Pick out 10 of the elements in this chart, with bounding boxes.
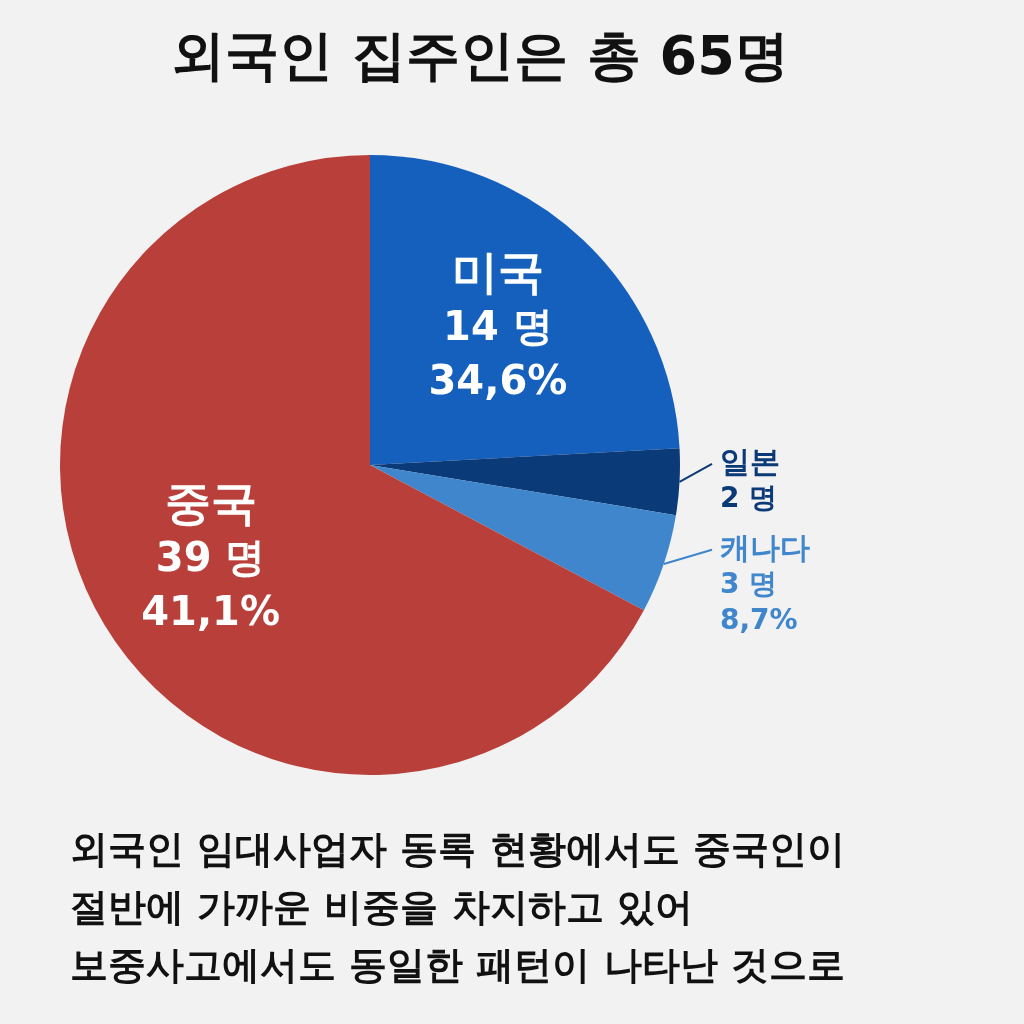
chart-title: 외국인 집주인은 총 65명 bbox=[170, 23, 790, 89]
text: 외국인 임대사업자 동록 현황에서도 중국인이 절반에 가까운 비중을 차지하고 있어 보중사고에서도 동일한 패턴이 나타난 것으로 bbox=[70, 826, 845, 989]
slice-label: 중국 bbox=[164, 475, 257, 530]
slice-label: 미국 bbox=[451, 244, 544, 299]
slice-label: 캐나다 bbox=[720, 529, 810, 565]
data-label: 39 명 41,1% bbox=[141, 534, 281, 635]
data-label: 14 명 34,6% bbox=[428, 303, 568, 404]
slice-label: 일본 bbox=[720, 443, 780, 479]
data-label: 2 명 bbox=[720, 481, 778, 515]
data-label: 3 명 8,7% bbox=[720, 567, 798, 637]
